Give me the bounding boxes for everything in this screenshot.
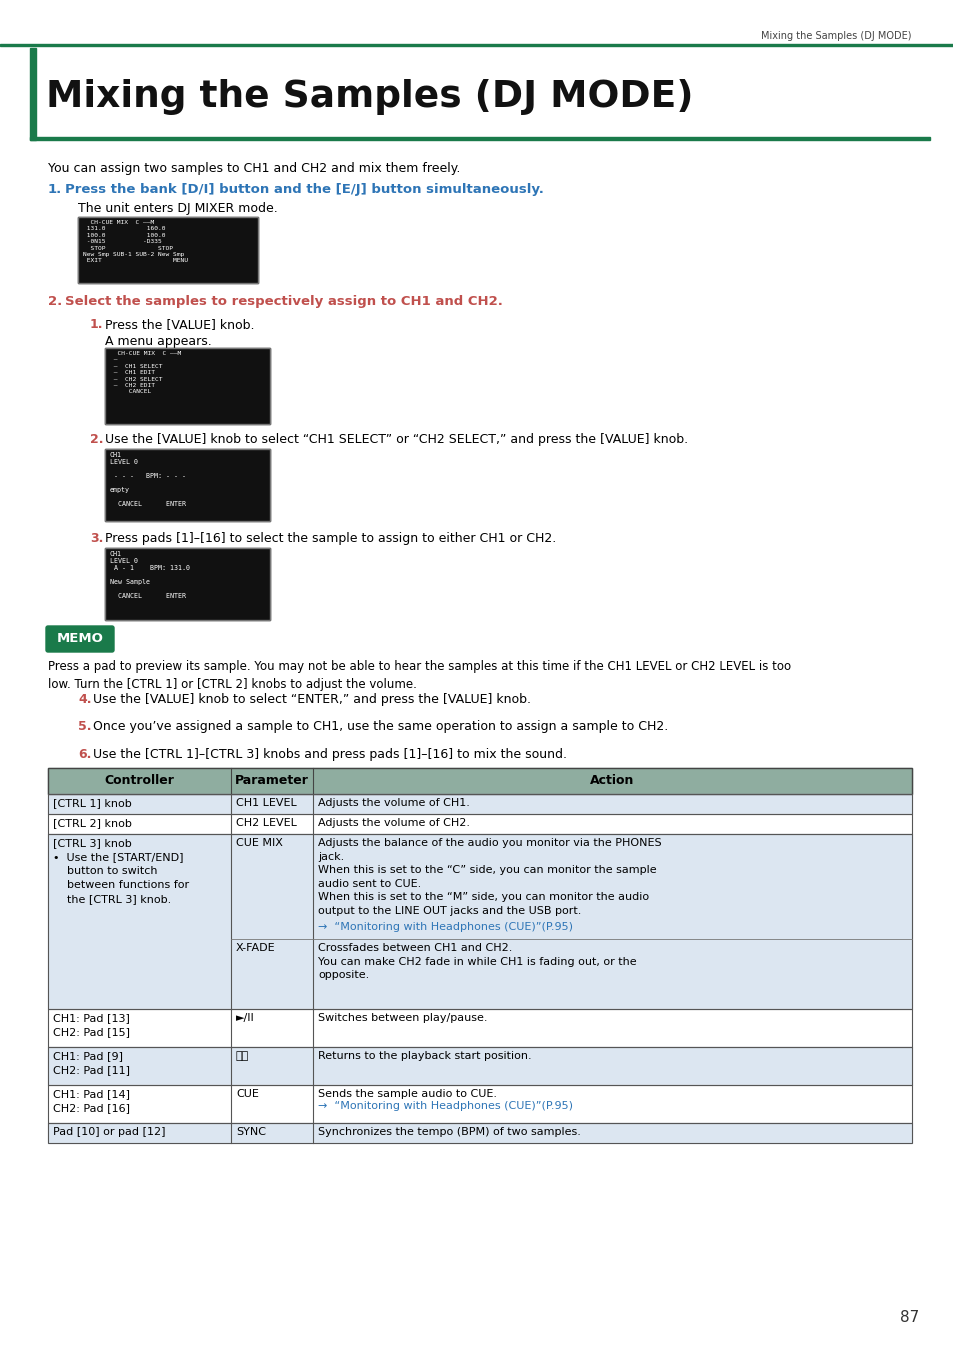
Text: Use the [VALUE] knob to select “ENTER,” and press the [VALUE] knob.: Use the [VALUE] knob to select “ENTER,” …	[92, 693, 531, 706]
Text: CH1: Pad [9]
CH2: Pad [11]: CH1: Pad [9] CH2: Pad [11]	[53, 1052, 130, 1075]
Text: Pad [10] or pad [12]: Pad [10] or pad [12]	[53, 1127, 165, 1137]
Bar	[48, 794, 911, 814]
Text: X-FADE: X-FADE	[235, 944, 275, 953]
Text: Select the samples to respectively assign to CH1 and CH2.: Select the samples to respectively assig…	[65, 296, 502, 308]
Text: 4.: 4.	[78, 693, 91, 706]
Text: Press pads [1]–[16] to select the sample to assign to either CH1 or CH2.: Press pads [1]–[16] to select the sample…	[105, 532, 556, 545]
Text: Mixing the Samples (DJ MODE): Mixing the Samples (DJ MODE)	[46, 80, 693, 115]
Text: Action: Action	[590, 775, 634, 787]
Bar	[105, 348, 270, 424]
Text: →  “Monitoring with Headphones (CUE)”(P.95): → “Monitoring with Headphones (CUE)”(P.9…	[317, 922, 573, 931]
Text: You can assign two samples to CH1 and CH2 and mix them freely.: You can assign two samples to CH1 and CH…	[48, 162, 460, 176]
Text: CH1
LEVEL 0

 - - -   BPM: - - -

empty

  CANCEL      ENTER: CH1 LEVEL 0 - - - BPM: - - - empty CANCE…	[110, 452, 186, 508]
Text: CH1
LEVEL 0
 A - 1    BPM: 131.0

New Sample

  CANCEL      ENTER: CH1 LEVEL 0 A - 1 BPM: 131.0 New Sample …	[110, 551, 190, 599]
Text: •  Use the [START/END]
    button to switch
    between functions for
    the [C: • Use the [START/END] button to switch b…	[53, 852, 189, 905]
Text: CH2 LEVEL: CH2 LEVEL	[235, 818, 296, 828]
Bar	[105, 450, 270, 521]
Text: Use the [CTRL 1]–[CTRL 3] knobs and press pads [1]–[16] to mix the sound.: Use the [CTRL 1]–[CTRL 3] knobs and pres…	[92, 748, 566, 761]
Bar	[105, 548, 270, 620]
Text: 1.: 1.	[90, 319, 103, 331]
Bar	[48, 794, 911, 814]
Text: Once you’ve assigned a sample to CH1, use the same operation to assign a sample : Once you’ve assigned a sample to CH1, us…	[92, 720, 667, 733]
Bar	[78, 217, 257, 284]
Bar	[48, 834, 911, 1008]
Bar	[105, 348, 270, 424]
Bar	[48, 1048, 911, 1085]
Text: Adjusts the volume of CH2.: Adjusts the volume of CH2.	[317, 818, 470, 828]
Text: Sends the sample audio to CUE.: Sends the sample audio to CUE.	[317, 1089, 497, 1099]
Text: [CTRL 2] knob: [CTRL 2] knob	[53, 818, 132, 828]
Text: 5.: 5.	[78, 720, 91, 733]
Text: CH1: Pad [13]
CH2: Pad [15]: CH1: Pad [13] CH2: Pad [15]	[53, 1012, 130, 1037]
Text: CUE: CUE	[235, 1089, 258, 1099]
Text: 87: 87	[900, 1311, 919, 1326]
Text: MEMO: MEMO	[56, 633, 103, 645]
Text: Synchronizes the tempo (BPM) of two samples.: Synchronizes the tempo (BPM) of two samp…	[317, 1127, 580, 1137]
Text: CH-CUE MIX  C ——M
 —
 —  CH1 SELECT
 —  CH1 EDIT
 —  CH2 SELECT
 —  CH2 EDIT
   : CH-CUE MIX C ——M — — CH1 SELECT — CH1 ED…	[110, 351, 181, 394]
Bar	[48, 814, 911, 834]
Text: Mixing the Samples (DJ MODE): Mixing the Samples (DJ MODE)	[760, 31, 911, 40]
Text: Adjusts the volume of CH1.: Adjusts the volume of CH1.	[317, 798, 470, 809]
Bar	[48, 1048, 911, 1085]
Bar	[48, 1008, 911, 1048]
Text: [CTRL 1] knob: [CTRL 1] knob	[53, 798, 132, 809]
Text: Returns to the playback start position.: Returns to the playback start position.	[317, 1052, 531, 1061]
Text: CH1: Pad [14]
CH2: Pad [16]: CH1: Pad [14] CH2: Pad [16]	[53, 1089, 130, 1112]
Text: The unit enters DJ MIXER mode.: The unit enters DJ MIXER mode.	[78, 202, 277, 215]
Text: [CTRL 3] knob: [CTRL 3] knob	[53, 838, 132, 848]
Text: Press the [VALUE] knob.: Press the [VALUE] knob.	[105, 319, 254, 331]
Bar	[48, 1123, 911, 1143]
Bar	[78, 217, 257, 284]
Bar	[48, 1085, 911, 1123]
Text: Adjusts the balance of the audio you monitor via the PHONES
jack.
When this is s: Adjusts the balance of the audio you mon…	[317, 838, 661, 917]
Text: CH-CUE MIX  C ——M
 131.0           160.0
 100.0           100.0
 -0N15          : CH-CUE MIX C ——M 131.0 160.0 100.0 100.0…	[83, 220, 188, 263]
Text: 6.: 6.	[78, 748, 91, 761]
Bar	[48, 1085, 911, 1123]
Text: 2.: 2.	[48, 296, 62, 308]
Bar	[105, 548, 270, 620]
Text: CH1 LEVEL: CH1 LEVEL	[235, 798, 296, 809]
Text: SYNC: SYNC	[235, 1127, 266, 1137]
Bar	[48, 814, 911, 834]
Text: Switches between play/pause.: Switches between play/pause.	[317, 1012, 487, 1023]
Bar	[48, 768, 911, 794]
Text: ►/II: ►/II	[235, 1012, 254, 1023]
Text: Parameter: Parameter	[234, 775, 309, 787]
Text: Use the [VALUE] knob to select “CH1 SELECT” or “CH2 SELECT,” and press the [VALU: Use the [VALUE] knob to select “CH1 SELE…	[105, 433, 687, 446]
Text: Controller: Controller	[105, 775, 174, 787]
Bar	[0, 43, 953, 46]
FancyBboxPatch shape	[46, 626, 113, 652]
Text: ⏮⏮: ⏮⏮	[235, 1052, 249, 1061]
Text: 2.: 2.	[90, 433, 103, 446]
Text: 3.: 3.	[90, 532, 103, 545]
Bar	[48, 1008, 911, 1048]
Text: Crossfades between CH1 and CH2.
You can make CH2 fade in while CH1 is fading out: Crossfades between CH1 and CH2. You can …	[317, 944, 636, 980]
Text: 1.: 1.	[48, 184, 62, 196]
Bar	[105, 450, 270, 521]
Bar	[48, 834, 911, 1008]
Text: CUE MIX: CUE MIX	[235, 838, 283, 848]
Bar	[30, 136, 929, 140]
Bar	[30, 49, 36, 140]
Text: Press the bank [D/I] button and the [E/J] button simultaneously.: Press the bank [D/I] button and the [E/J…	[65, 184, 543, 196]
Text: Press a pad to preview its sample. You may not be able to hear the samples at th: Press a pad to preview its sample. You m…	[48, 660, 790, 691]
Bar	[48, 768, 911, 794]
Text: A menu appears.: A menu appears.	[105, 335, 212, 348]
Bar	[48, 1123, 911, 1143]
Text: →  “Monitoring with Headphones (CUE)”(P.95): → “Monitoring with Headphones (CUE)”(P.9…	[317, 1102, 573, 1111]
